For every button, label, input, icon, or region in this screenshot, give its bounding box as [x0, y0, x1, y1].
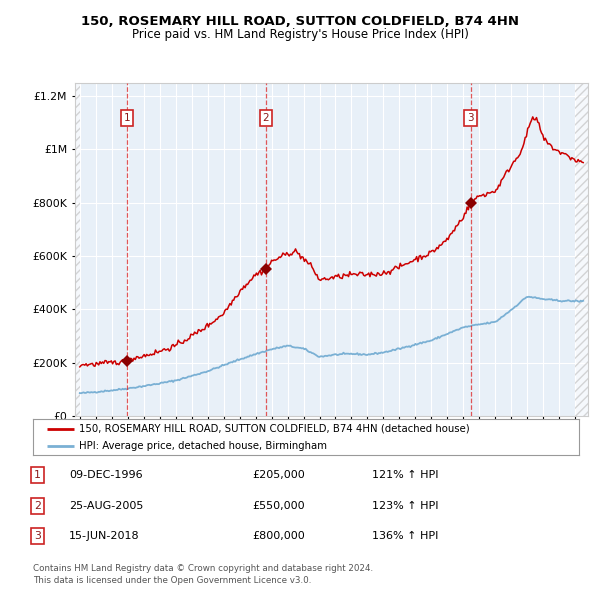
Text: 25-AUG-2005: 25-AUG-2005	[69, 501, 143, 510]
Bar	[75, 83, 80, 416]
Text: 136% ↑ HPI: 136% ↑ HPI	[372, 532, 439, 541]
Text: 09-DEC-1996: 09-DEC-1996	[69, 470, 143, 480]
Text: 3: 3	[34, 532, 41, 541]
Bar	[575, 83, 588, 416]
Text: 1: 1	[34, 470, 41, 480]
Text: £550,000: £550,000	[252, 501, 305, 510]
Text: 1: 1	[124, 113, 130, 123]
Text: HPI: Average price, detached house, Birmingham: HPI: Average price, detached house, Birm…	[79, 441, 328, 451]
Text: 2: 2	[263, 113, 269, 123]
Text: 3: 3	[467, 113, 474, 123]
Text: Contains HM Land Registry data © Crown copyright and database right 2024.
This d: Contains HM Land Registry data © Crown c…	[33, 565, 373, 585]
Text: £205,000: £205,000	[252, 470, 305, 480]
Text: 150, ROSEMARY HILL ROAD, SUTTON COLDFIELD, B74 4HN (detached house): 150, ROSEMARY HILL ROAD, SUTTON COLDFIEL…	[79, 424, 470, 434]
Text: £800,000: £800,000	[252, 532, 305, 541]
Text: 121% ↑ HPI: 121% ↑ HPI	[372, 470, 439, 480]
Text: 123% ↑ HPI: 123% ↑ HPI	[372, 501, 439, 510]
Text: 150, ROSEMARY HILL ROAD, SUTTON COLDFIELD, B74 4HN: 150, ROSEMARY HILL ROAD, SUTTON COLDFIEL…	[81, 15, 519, 28]
Text: 2: 2	[34, 501, 41, 510]
Text: 15-JUN-2018: 15-JUN-2018	[69, 532, 140, 541]
Text: Price paid vs. HM Land Registry's House Price Index (HPI): Price paid vs. HM Land Registry's House …	[131, 28, 469, 41]
